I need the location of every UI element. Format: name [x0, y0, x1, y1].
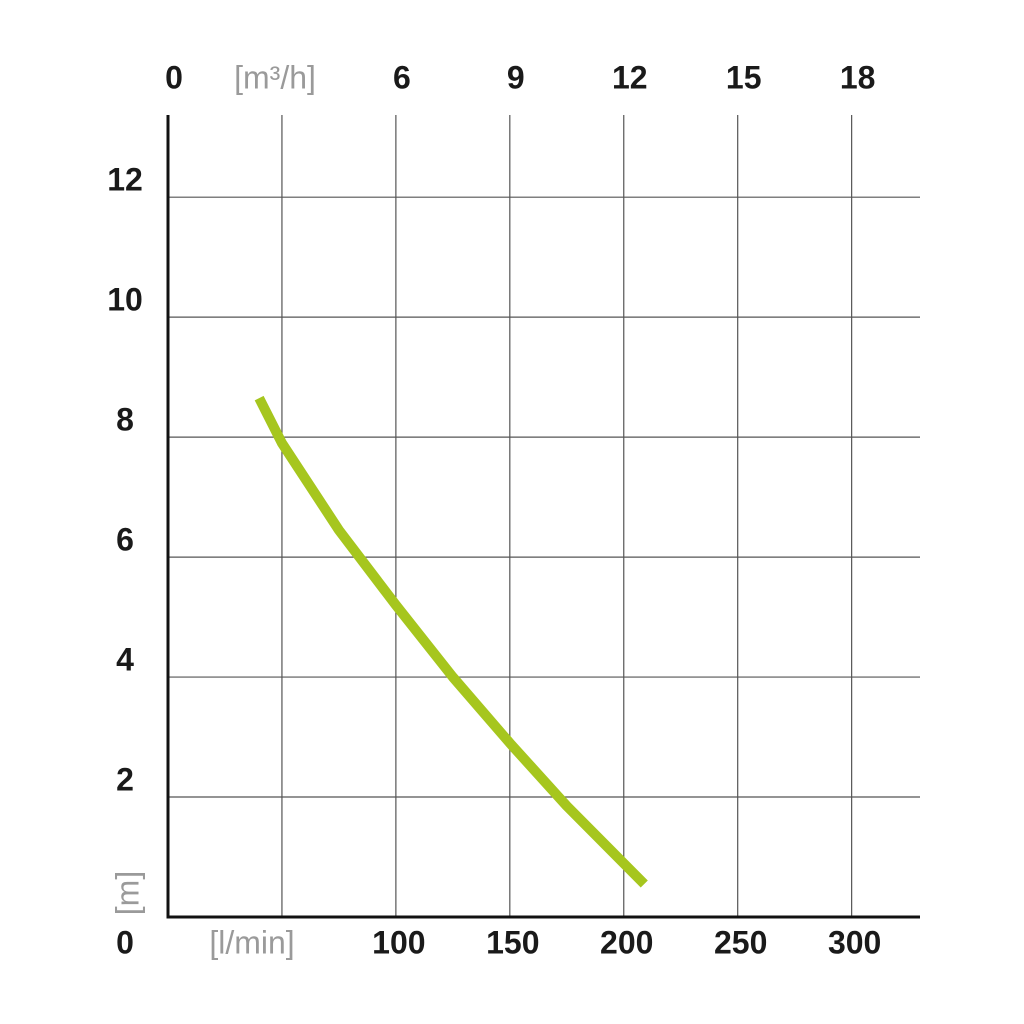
- y-axis-label: [m]: [109, 871, 145, 915]
- x2-tick-label: 15: [726, 59, 762, 95]
- x-tick-label: 100: [372, 924, 425, 960]
- y-tick-label: 4: [116, 642, 134, 678]
- x-tick-label: 300: [828, 924, 881, 960]
- y-tick-label: 2: [116, 761, 134, 797]
- y-tick-label: 10: [107, 282, 143, 318]
- y-tick-label: 6: [116, 522, 134, 558]
- y-tick-label: 12: [107, 162, 143, 198]
- curve: [254, 395, 648, 888]
- x-tick-label: 150: [486, 924, 539, 960]
- y-tick-label: 8: [116, 402, 134, 438]
- x-tick-label: 250: [714, 924, 767, 960]
- x2-tick-label: 0: [165, 59, 183, 95]
- x2-axis-label: [m³/h]: [234, 59, 316, 95]
- x2-tick-label: 18: [840, 59, 876, 95]
- x-tick-label: 200: [600, 924, 653, 960]
- x-axis-label: [l/min]: [209, 924, 294, 960]
- x2-tick-label: 12: [612, 59, 648, 95]
- x2-tick-label: 9: [507, 59, 525, 95]
- x2-tick-label: 6: [393, 59, 411, 95]
- y-tick-label: 0: [116, 924, 134, 960]
